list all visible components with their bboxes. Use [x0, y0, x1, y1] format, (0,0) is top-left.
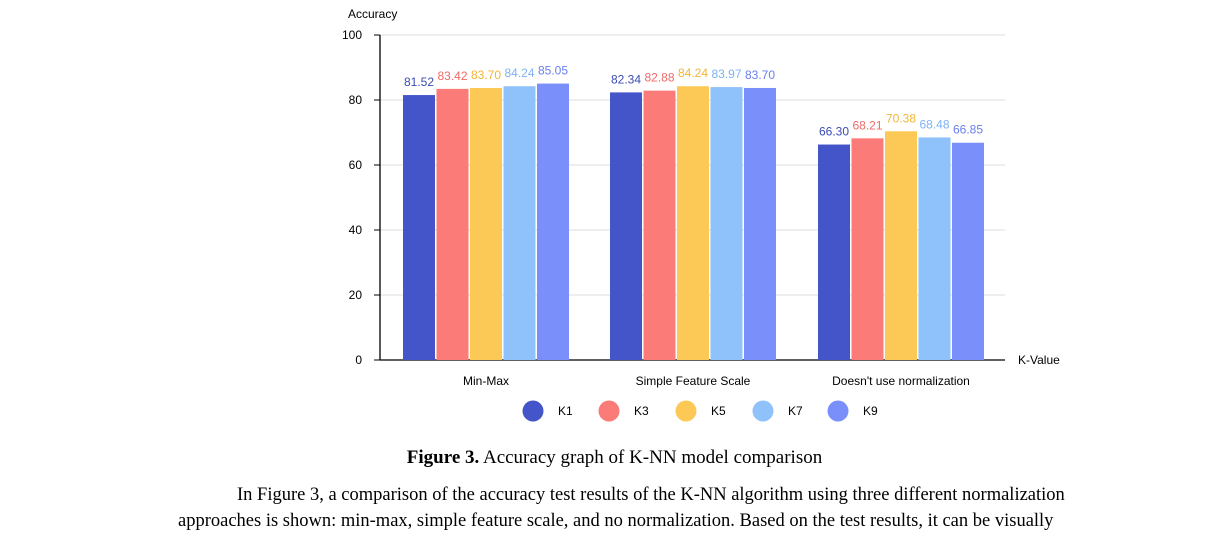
data-label: 83.97 [711, 67, 741, 81]
data-label: 83.70 [745, 68, 775, 82]
y-tick-label: 0 [355, 353, 362, 367]
bar [643, 90, 676, 360]
legend-swatch [598, 400, 620, 422]
legend-swatch [752, 400, 774, 422]
bar [503, 86, 536, 360]
y-axis-label: Accuracy [348, 7, 397, 21]
x-tick-label: Min-Max [463, 374, 509, 388]
body-line-1: In Figure 3, a comparison of the accurac… [237, 485, 1065, 505]
bar [885, 131, 917, 360]
data-label: 82.34 [611, 72, 641, 86]
bar [403, 95, 435, 360]
bar [918, 137, 951, 360]
data-label: 84.24 [678, 66, 708, 80]
data-label: 84.24 [504, 66, 534, 80]
data-label: 81.52 [404, 75, 434, 89]
legend-label: K5 [711, 404, 726, 418]
bar [610, 92, 642, 361]
figure-caption-prefix: Figure 3. [406, 447, 480, 468]
figure-caption-text: Accuracy graph of K-NN model comparison [479, 447, 823, 468]
legend-swatch [675, 400, 697, 422]
figure-caption: Figure 3. Accuracy graph of K-NN model c… [0, 447, 1229, 469]
legend-swatch [827, 400, 849, 422]
body-paragraph: In Figure 3, a comparison of the accurac… [0, 482, 1229, 534]
bar [470, 87, 502, 360]
chart-area: 0 20 40 60 80 100 Accuracy K-Value 81.52 83.42 83.… [342, 7, 1060, 422]
bar [818, 144, 850, 360]
bar [436, 88, 469, 360]
y-tick-label: 20 [349, 288, 363, 302]
data-label: 83.70 [471, 68, 501, 82]
y-tick-label: 80 [349, 93, 363, 107]
bar [677, 86, 709, 360]
x-tick-label: Doesn't use normalization [832, 374, 970, 388]
bar-chart: 0 20 40 60 80 100 Accuracy K-Value 81.52 83.42 83.… [342, 7, 1060, 422]
bar [744, 87, 776, 360]
legend-label: K9 [863, 404, 878, 418]
bar [952, 142, 984, 360]
legend-label: K3 [634, 404, 649, 418]
data-label: 70.38 [886, 111, 916, 125]
bar [537, 83, 569, 361]
body-line-2: approaches is shown: min-max, simple fea… [178, 511, 1054, 531]
legend-label: K1 [558, 404, 573, 418]
data-label: 68.21 [852, 118, 882, 132]
bar [710, 87, 743, 360]
x-tick-label: Simple Feature Scale [636, 374, 751, 388]
y-tick-label: 100 [342, 28, 362, 42]
legend-label: K7 [788, 404, 803, 418]
data-label: 85.05 [538, 64, 568, 78]
y-tick-label: 40 [349, 223, 363, 237]
data-label: 68.48 [919, 117, 949, 131]
data-label: 66.85 [953, 123, 983, 137]
bar [851, 138, 884, 360]
y-tick-label: 60 [349, 158, 363, 172]
data-label: 82.88 [644, 71, 674, 85]
x-axis-label: K-Value [1018, 353, 1060, 367]
data-label: 83.42 [437, 69, 467, 83]
legend-swatch [522, 400, 544, 422]
data-label: 66.30 [819, 125, 849, 139]
